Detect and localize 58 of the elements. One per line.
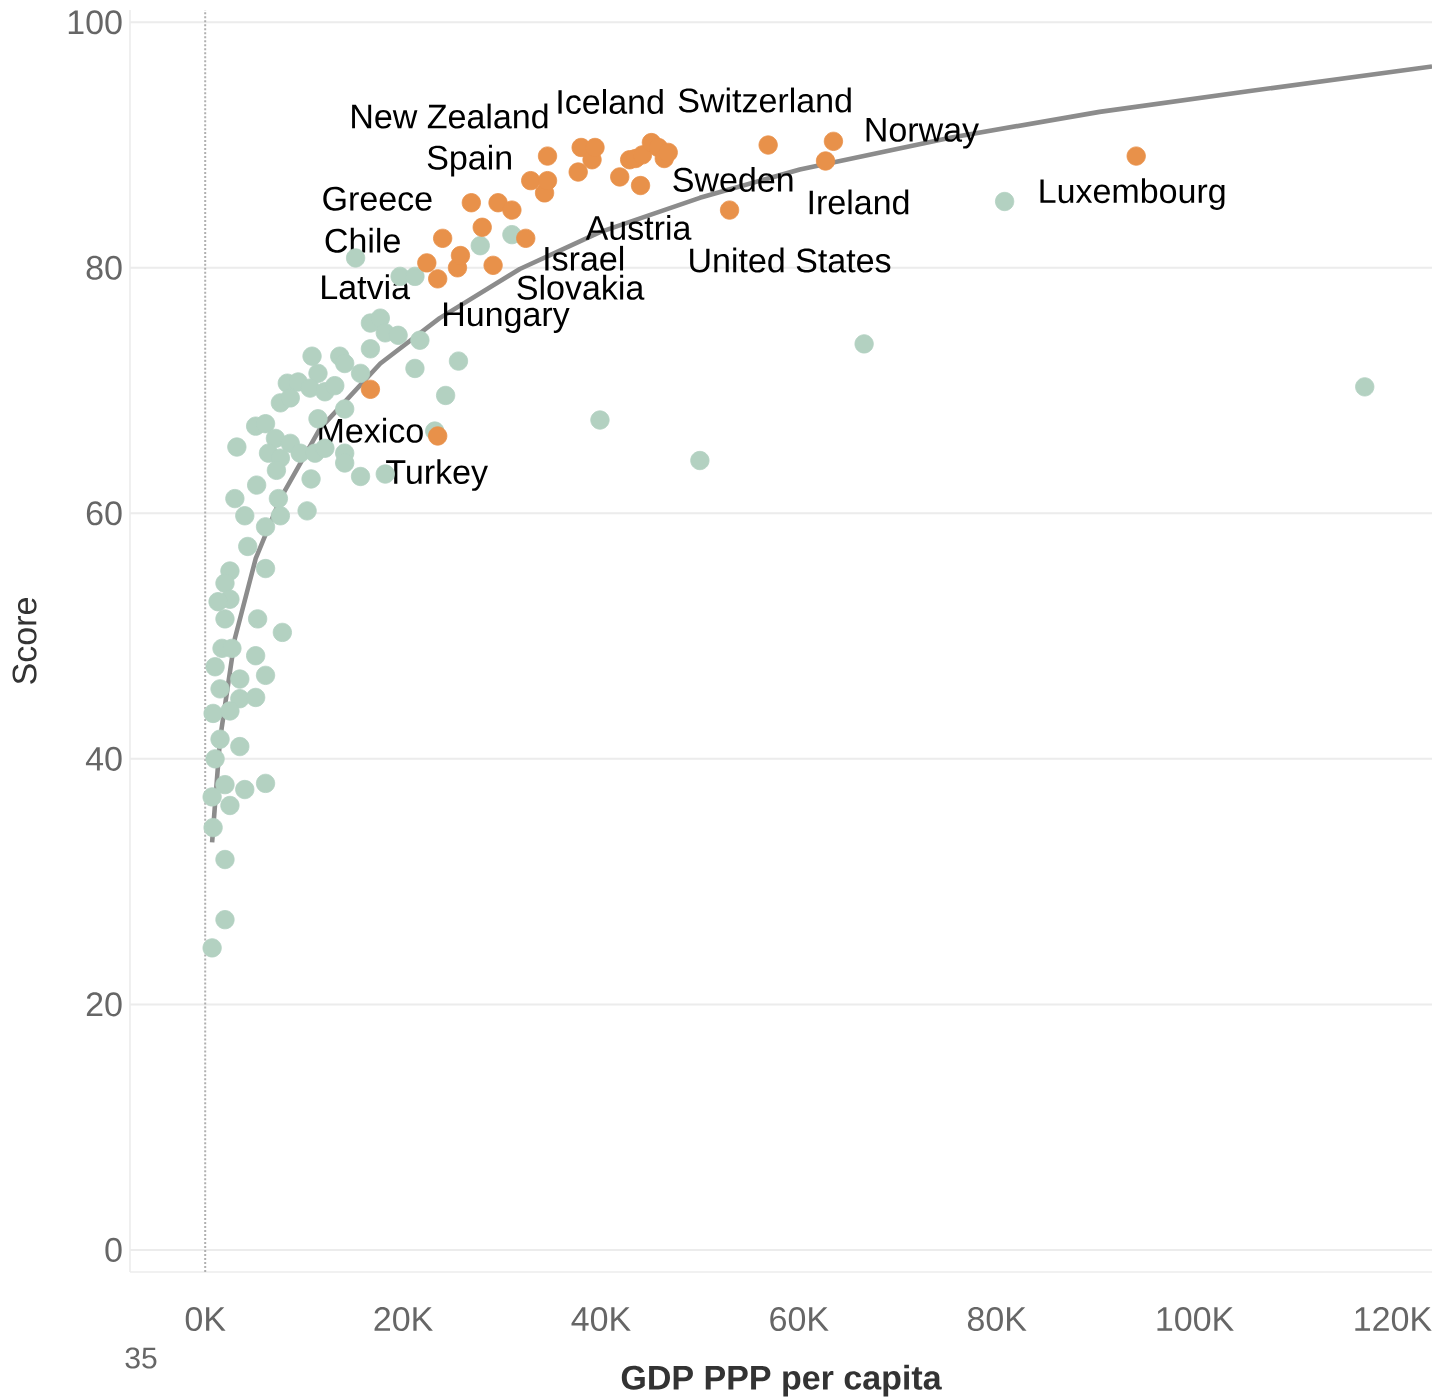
annotation: Chile xyxy=(325,227,400,253)
point xyxy=(483,255,503,275)
y-axis-title: Score xyxy=(12,598,37,684)
point xyxy=(428,269,448,289)
point xyxy=(610,167,630,187)
annotation: Israel xyxy=(545,245,624,271)
x-tick-label: 100K xyxy=(1157,1307,1234,1332)
point xyxy=(537,171,558,191)
x-tick-label: 60K xyxy=(770,1307,829,1332)
annotation: Latvia xyxy=(322,274,411,300)
point xyxy=(516,228,536,248)
point xyxy=(502,200,522,220)
annotation: Switzerland xyxy=(678,87,851,113)
point xyxy=(472,217,492,237)
y-tick-label: 60 xyxy=(86,501,122,526)
annotation: Austria xyxy=(585,215,692,241)
annotation: Iceland xyxy=(558,89,663,114)
point xyxy=(630,175,651,196)
point xyxy=(521,171,541,191)
x-tick-label: 120K xyxy=(1355,1307,1432,1332)
annotation: Slovakia xyxy=(517,274,645,300)
annotation: United States xyxy=(690,247,891,273)
text: 35 xyxy=(125,1347,157,1369)
annotation: Spain xyxy=(427,144,511,177)
point xyxy=(428,426,448,446)
point xyxy=(417,253,437,273)
y-tick-label: 80 xyxy=(86,255,122,280)
y-tick-label: 100 xyxy=(68,10,122,35)
x-tick-label: 80K xyxy=(967,1307,1027,1332)
annotation: New Zealand xyxy=(352,103,548,129)
point xyxy=(815,151,836,171)
line-series xyxy=(209,64,1432,845)
point xyxy=(568,162,588,182)
point xyxy=(823,131,844,151)
point xyxy=(537,146,558,166)
annotation: Norway xyxy=(866,118,979,149)
annotation: Hungary xyxy=(444,302,570,334)
x-axis-title: GDP PPP per capita xyxy=(621,1364,942,1397)
point xyxy=(461,193,481,213)
point xyxy=(585,137,605,158)
x-tick-label: 40K xyxy=(571,1307,631,1332)
point xyxy=(433,228,453,248)
point xyxy=(758,135,778,155)
y-tick-label: 40 xyxy=(85,746,122,771)
annotation: Luxembourg xyxy=(1040,178,1225,210)
point xyxy=(488,193,508,213)
x-tick-label: 0K xyxy=(185,1307,226,1332)
annotation: Ireland xyxy=(809,189,909,215)
annotation: Sweden xyxy=(673,166,793,192)
annotation: Greece xyxy=(323,186,432,211)
x-tick-label: 20K xyxy=(374,1307,433,1332)
point xyxy=(450,245,471,266)
point xyxy=(360,379,381,399)
y-tick-label: 20 xyxy=(86,992,122,1017)
annotation: Turkey xyxy=(386,459,488,491)
point xyxy=(719,200,740,220)
point xyxy=(1126,146,1146,166)
y-tick-label: 0 xyxy=(105,1237,122,1262)
